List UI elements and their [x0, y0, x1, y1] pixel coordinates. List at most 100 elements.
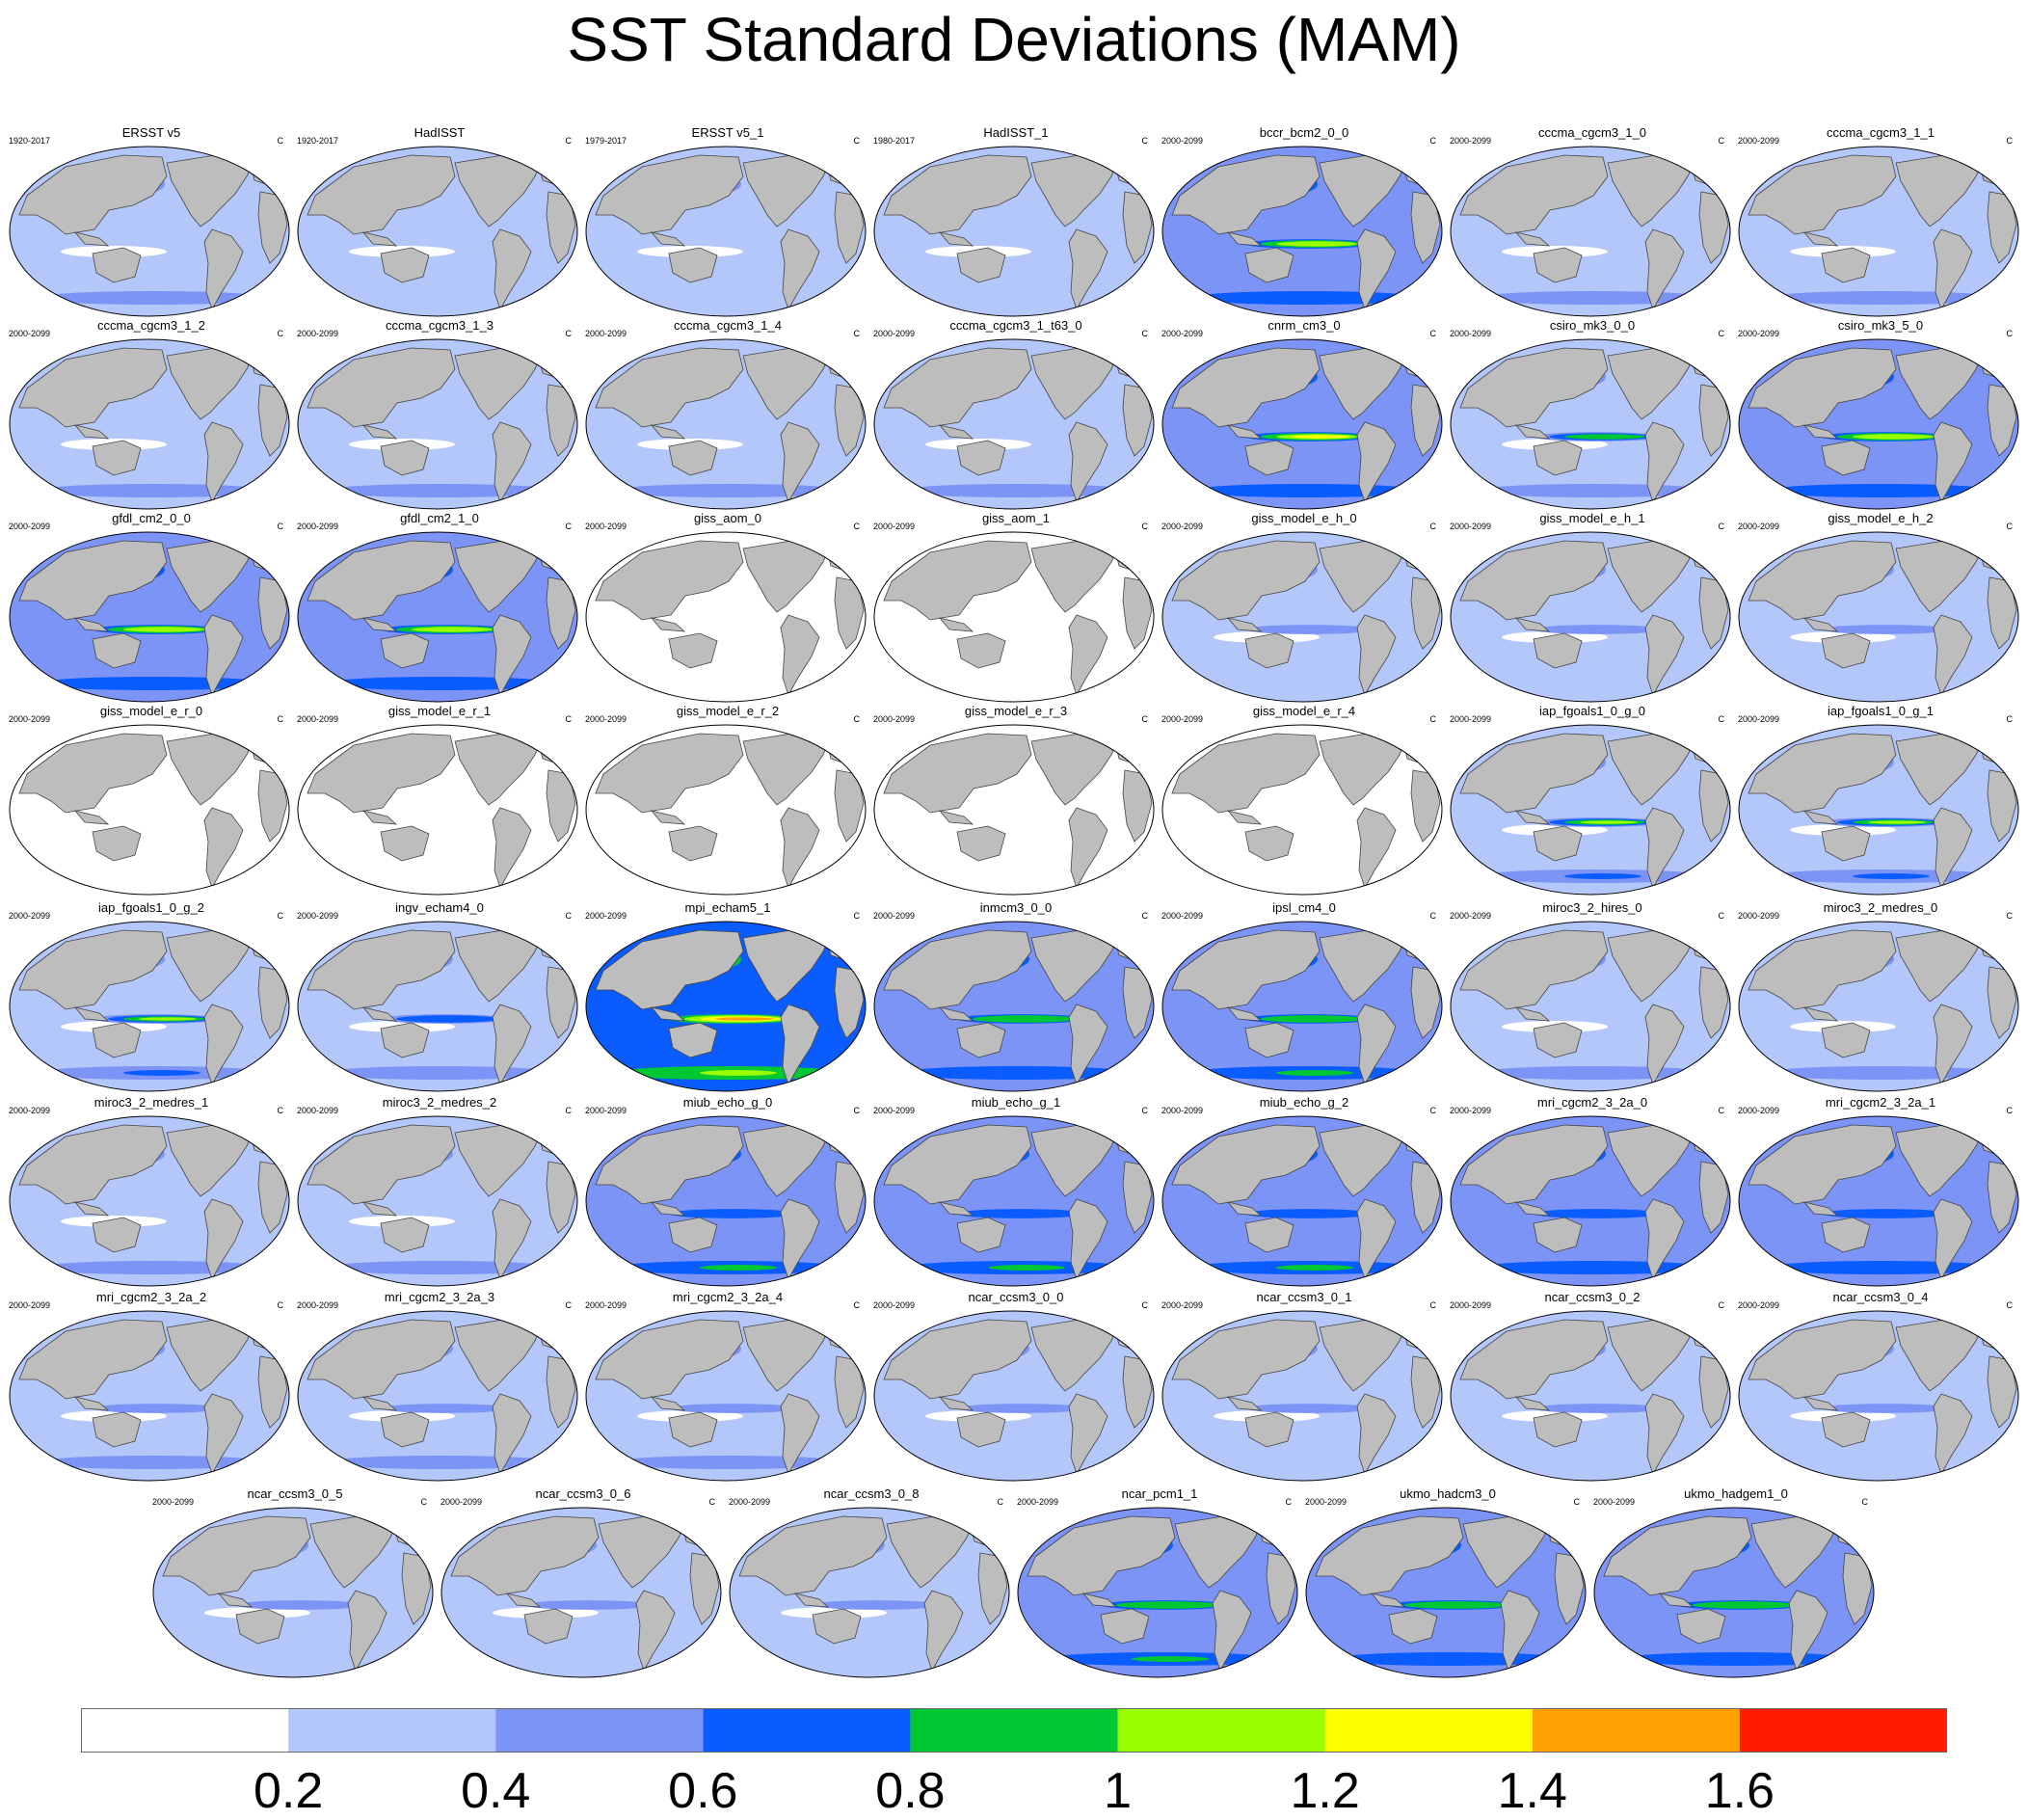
land-maritime [73, 810, 110, 825]
land-asia [307, 1124, 456, 1205]
colorbar-segment [910, 1708, 1118, 1753]
land-australia [668, 632, 718, 669]
panel-units: C [277, 714, 284, 724]
equatorial-pacific-tongue [1822, 1404, 1949, 1413]
land-samerica [1356, 228, 1397, 310]
land-australia [1821, 440, 1871, 476]
equatorial-pacific-tongue [1404, 1601, 1508, 1609]
land-maritime [505, 1592, 542, 1608]
land-australia [956, 1022, 1006, 1058]
panel-units: C [853, 1106, 861, 1115]
land-samerica [780, 421, 820, 503]
map-plot [297, 146, 578, 317]
map-plot [297, 338, 578, 510]
map-outline [873, 531, 1155, 703]
land-greenland [1674, 532, 1706, 553]
land-maritime [793, 1592, 830, 1608]
land-maritime [1514, 1006, 1551, 1022]
map-outline [585, 1310, 867, 1482]
land-samerica [1068, 421, 1108, 503]
map-outline [585, 531, 867, 703]
land-asia [1748, 733, 1897, 814]
land-maritime [1226, 617, 1263, 632]
land-asia [1171, 929, 1321, 1010]
land-greenland [233, 1116, 265, 1138]
panel-units: C [2006, 136, 2014, 146]
map-outline [1738, 921, 2019, 1092]
land-samerica [203, 807, 244, 889]
panel-period: 2000-2099 [152, 1497, 195, 1507]
map-plot [9, 1115, 290, 1287]
map-panel: ERSST v5_1 1979-2017 C [584, 125, 871, 318]
land-samerica [1644, 1393, 1685, 1475]
land-greenland [1098, 339, 1130, 361]
land-greenland [521, 725, 553, 746]
colorbar-tick-label: 1.4 [1497, 1763, 1567, 1819]
land-asia [18, 1319, 168, 1400]
land-australia [1533, 440, 1583, 476]
map-outline [873, 146, 1155, 317]
map-plot [1161, 146, 1443, 317]
equatorial-pacific-tongue [123, 627, 204, 632]
panel-units: C [277, 522, 284, 531]
land-asia [1459, 540, 1609, 621]
land-maritime [1514, 810, 1551, 825]
panel-title: ukmo_hadgem1_0 [1684, 1486, 1788, 1501]
equatorial-pacific-tongue [669, 1404, 796, 1413]
map-outline [297, 146, 578, 317]
land-maritime [938, 1396, 974, 1411]
southern-ocean-band [1621, 1652, 1853, 1666]
panel-title: ipsl_cm4_0 [1272, 900, 1336, 915]
map-panel: miroc3_2_medres_2 2000-2099 C [296, 1095, 583, 1288]
panel-title: ukmo_hadcm3_0 [1400, 1486, 1496, 1501]
panel-units: C [2006, 1300, 2014, 1310]
land-asia [595, 154, 744, 235]
land-australia [668, 1217, 718, 1253]
map-plot [9, 338, 290, 510]
equatorial-pacific-tongue [1693, 1601, 1797, 1609]
land-maritime [650, 1396, 686, 1411]
map-outline [1738, 338, 2019, 510]
map-panel: cccma_cgcm3_1_t63_0 2000-2099 C [872, 318, 1160, 511]
map-plot [9, 724, 290, 896]
panel-title: giss_model_e_r_0 [99, 704, 203, 718]
map-panel: ncar_ccsm3_0_8 2000-2099 C [728, 1486, 1015, 1679]
equatorial-pacific-tongue [1245, 1404, 1373, 1413]
map-panel: ukmo_hadgem1_0 2000-2099 C [1592, 1486, 1880, 1679]
panel-period: 2000-2099 [873, 522, 916, 531]
panel-units: C [853, 329, 861, 338]
southern-ocean-band [325, 677, 556, 690]
map-outline [873, 921, 1155, 1092]
land-australia [1821, 247, 1871, 283]
map-plot [873, 724, 1155, 896]
land-samerica [1356, 421, 1397, 503]
map-outline [1450, 338, 1731, 510]
map-outline [1161, 531, 1443, 703]
map-outline [297, 1310, 578, 1482]
land-maritime [650, 810, 686, 825]
map-panel: giss_model_e_h_2 2000-2099 C [1737, 511, 2024, 704]
panel-period: 2000-2099 [1738, 522, 1780, 531]
land-asia [595, 540, 744, 621]
land-asia [18, 733, 168, 814]
panel-units: C [565, 329, 573, 338]
equatorial-pacific-tongue [1276, 241, 1357, 247]
land-australia [1244, 1022, 1294, 1058]
land-australia [1533, 632, 1583, 669]
panel-units: C [1718, 1300, 1725, 1310]
land-asia [1748, 154, 1897, 235]
land-greenland [377, 1508, 409, 1529]
map-panel: giss_aom_0 2000-2099 C [584, 511, 871, 704]
panel-title: miroc3_2_medres_1 [93, 1095, 209, 1110]
equatorial-pacific-tongue [1116, 1601, 1220, 1609]
panel-units: C [2006, 911, 2014, 921]
panel-units: C [1861, 1497, 1869, 1507]
map-plot [9, 531, 290, 703]
panel-units: C [1429, 714, 1437, 724]
panel-title: gfdl_cm2_0_0 [112, 511, 191, 525]
land-samerica [1068, 228, 1108, 310]
land-samerica [1933, 1004, 1973, 1085]
map-outline [1450, 146, 1731, 317]
land-greenland [1386, 532, 1418, 553]
map-panel: miroc3_2_hires_0 2000-2099 C [1449, 900, 1736, 1093]
